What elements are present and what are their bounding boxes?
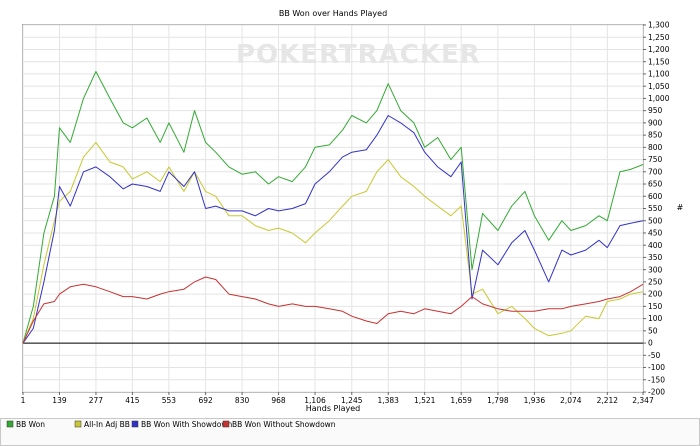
series-line-bb-won-without-showdown bbox=[22, 276, 644, 344]
x-tick-label: 2,074 bbox=[560, 396, 582, 405]
series-layer bbox=[22, 71, 644, 344]
y-tick-label: 450 bbox=[648, 229, 663, 238]
legend: BB Won All-In Adj BB BB Won With Showdown B… bbox=[6, 420, 336, 429]
x-tick-label: 830 bbox=[235, 396, 250, 405]
series-line-bb-won-with-showdown bbox=[22, 115, 644, 344]
x-tick-label: 692 bbox=[198, 396, 213, 405]
y-tick-label: 700 bbox=[648, 167, 663, 176]
y-tick-label: 1,250 bbox=[648, 33, 670, 42]
y-tick-label: -100 bbox=[648, 363, 665, 372]
y-tick-label: 1,200 bbox=[648, 45, 670, 54]
y-tick-label: -150 bbox=[648, 375, 665, 384]
y-tick-label: 1,050 bbox=[648, 82, 670, 91]
series-line-bb-won bbox=[22, 71, 644, 344]
legend-swatch bbox=[222, 420, 230, 428]
x-tick-label: 553 bbox=[162, 396, 177, 405]
x-tick-label: 1,659 bbox=[450, 396, 472, 405]
y-tick-label: 400 bbox=[648, 241, 663, 250]
y-tick-label: 1,150 bbox=[648, 57, 670, 66]
x-tick-label: 139 bbox=[52, 396, 67, 405]
legend-swatch bbox=[6, 420, 14, 428]
x-tick-label: 2,212 bbox=[597, 396, 619, 405]
y-tick-label: 550 bbox=[648, 204, 663, 213]
y-tick-label: 200 bbox=[648, 290, 663, 299]
legend-label: BB Won bbox=[16, 420, 45, 429]
y-tick-label: 350 bbox=[648, 253, 663, 262]
y-tick-label: 1,300 bbox=[648, 21, 670, 30]
y-axis-title: # bbox=[677, 203, 684, 212]
x-axis-ticks: 1 139 277 415 553 692 830 968 1,106 1,245 1,383 1,5… bbox=[21, 392, 654, 405]
y-tick-label: 0 bbox=[648, 339, 653, 348]
y-tick-label: 650 bbox=[648, 180, 663, 189]
legend-box bbox=[0, 418, 700, 446]
x-tick-label: 1,383 bbox=[377, 396, 399, 405]
y-tick-label: 850 bbox=[648, 131, 663, 140]
legend-swatch bbox=[131, 420, 139, 428]
x-tick-label: 415 bbox=[125, 396, 140, 405]
y-tick-label: 900 bbox=[648, 118, 663, 127]
y-axis-ticks: -200 -150 -100 -50 0 50 100 150 200 250 300 350 400 4… bbox=[643, 21, 670, 397]
x-tick-label: 2,347 bbox=[632, 396, 654, 405]
x-tick-label: 1,245 bbox=[341, 396, 363, 405]
y-tick-label: 1,100 bbox=[648, 70, 670, 79]
x-tick-label: 1,521 bbox=[414, 396, 436, 405]
x-tick-label: 1,106 bbox=[304, 396, 326, 405]
y-tick-label: 1,000 bbox=[648, 94, 670, 103]
y-tick-label: 750 bbox=[648, 155, 663, 164]
x-tick-label: 968 bbox=[271, 396, 286, 405]
y-tick-label: 950 bbox=[648, 106, 663, 115]
watermark: POKERTRACKER bbox=[236, 40, 481, 70]
y-tick-label: -50 bbox=[648, 351, 660, 360]
legend-swatch bbox=[74, 420, 82, 428]
grid bbox=[22, 24, 644, 393]
y-tick-label: 50 bbox=[648, 326, 658, 335]
y-tick-label: 150 bbox=[648, 302, 663, 311]
x-tick-label: 1,936 bbox=[524, 396, 546, 405]
y-tick-label: -200 bbox=[648, 388, 665, 397]
y-tick-label: 800 bbox=[648, 143, 663, 152]
x-tick-label: 277 bbox=[89, 396, 104, 405]
legend-label: BB Won With Showdown bbox=[141, 420, 233, 429]
y-tick-label: 300 bbox=[648, 265, 663, 274]
y-tick-label: 250 bbox=[648, 278, 663, 287]
y-tick-label: 600 bbox=[648, 192, 663, 201]
series-line-all-in-adj-bb bbox=[22, 141, 644, 344]
x-axis-title: Hands Played bbox=[306, 404, 360, 413]
legend-label: BB Won Without Showdown bbox=[232, 420, 336, 429]
x-tick-label: 1 bbox=[21, 396, 26, 405]
legend-label: All-In Adj BB bbox=[84, 420, 130, 429]
y-tick-label: 500 bbox=[648, 216, 663, 225]
chart-title: BB Won over Hands Played bbox=[279, 9, 387, 18]
y-tick-label: 100 bbox=[648, 314, 663, 323]
x-tick-label: 1,798 bbox=[487, 396, 509, 405]
